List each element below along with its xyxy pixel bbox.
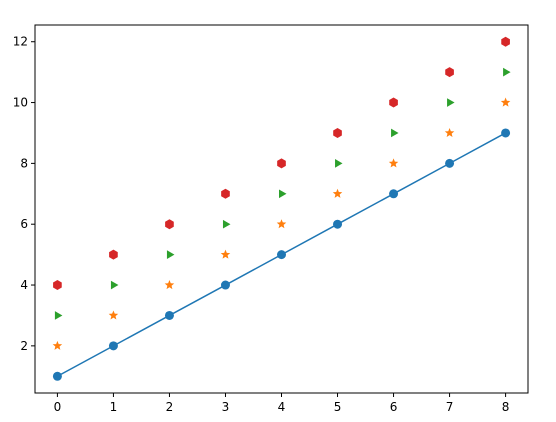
x-tick-label: 4 — [278, 400, 286, 414]
point — [276, 219, 287, 229]
point — [52, 371, 62, 381]
point — [110, 280, 119, 290]
y-tick-label: 12 — [13, 35, 28, 49]
x-tick-label: 2 — [166, 400, 174, 414]
point — [108, 310, 119, 320]
point — [54, 311, 63, 320]
plot-frame — [34, 24, 529, 394]
point — [165, 219, 174, 230]
point — [108, 341, 118, 351]
point — [444, 127, 455, 138]
x-tick-label: 3 — [222, 400, 230, 414]
x-tick-label: 6 — [390, 400, 398, 414]
x-tick-label: 5 — [334, 400, 342, 414]
y-tick-label: 4 — [20, 278, 28, 292]
point — [445, 158, 455, 168]
point — [332, 188, 343, 198]
point — [389, 97, 398, 108]
point — [388, 158, 399, 168]
point — [164, 310, 174, 320]
point — [277, 158, 286, 169]
point — [501, 36, 510, 47]
point — [500, 97, 511, 107]
point — [279, 189, 287, 199]
y-tick-label: 6 — [20, 217, 28, 231]
point — [391, 128, 399, 138]
point — [222, 219, 231, 229]
y-tick-label: 8 — [20, 156, 28, 170]
x-tick-label: 8 — [502, 400, 510, 414]
point — [335, 159, 343, 168]
point — [109, 249, 118, 260]
x-tick-label: 7 — [446, 400, 454, 414]
point — [164, 280, 175, 290]
y-tick-label: 10 — [13, 96, 28, 110]
point — [445, 67, 454, 78]
point — [503, 67, 511, 77]
point — [166, 250, 175, 259]
point — [221, 188, 230, 199]
x-tick-label: 0 — [54, 400, 62, 414]
point — [53, 280, 62, 291]
x-tick-label: 1 — [110, 400, 118, 414]
point — [220, 249, 231, 259]
point — [447, 98, 455, 107]
point — [333, 219, 343, 229]
point — [220, 280, 230, 290]
y-tick-label: 2 — [20, 339, 28, 353]
point — [52, 340, 63, 350]
point — [277, 250, 286, 260]
point — [501, 128, 511, 138]
point — [389, 189, 399, 199]
point — [333, 127, 342, 138]
